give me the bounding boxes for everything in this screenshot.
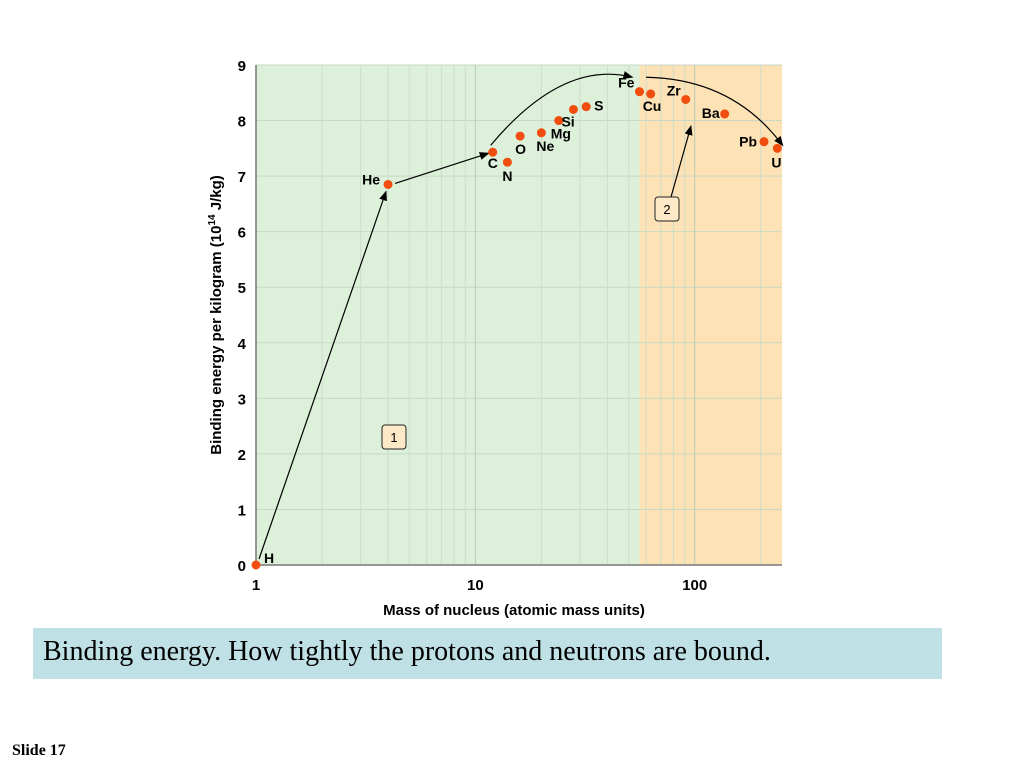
data-point-zr: [681, 94, 691, 104]
region-2-label: 2: [663, 202, 670, 217]
data-point-s: [581, 102, 591, 112]
region-1-background: [256, 65, 640, 565]
y-tick-label: 9: [238, 58, 246, 75]
x-tick-label: 1: [252, 577, 260, 594]
point-label-ba: Ba: [702, 105, 720, 121]
caption-text: Binding energy. How tightly the protons …: [43, 636, 771, 667]
data-point-mg: [554, 116, 564, 126]
y-tick-label: 4: [238, 336, 247, 353]
data-point-si: [568, 104, 578, 114]
y-axis-label: Binding energy per kilogram (1014 J/kg): [207, 175, 225, 455]
region-1-label: 1: [390, 430, 397, 445]
fusion-arrow-h-to-he: [258, 190, 387, 560]
point-label-o: O: [515, 141, 526, 157]
data-point-o: [515, 131, 525, 141]
y-axis-label-exponent: 14: [207, 214, 218, 226]
point-label-n: N: [502, 168, 512, 184]
data-point-fe: [634, 87, 644, 97]
y-tick-label: 5: [238, 280, 246, 297]
fission-arrow-fe-to-u: [646, 76, 784, 147]
y-tick-label: 2: [238, 447, 246, 464]
region-1-label-box: [381, 424, 407, 450]
y-axis-label-unit: J/kg): [208, 175, 225, 214]
region-2-label-box: [654, 196, 680, 222]
point-label-he: He: [362, 171, 380, 187]
data-point-cu: [646, 89, 656, 99]
point-label-fe: Fe: [618, 75, 635, 91]
point-label-pb: Pb: [739, 134, 757, 150]
data-point-n: [502, 157, 512, 167]
y-tick-label: 6: [238, 225, 246, 242]
point-label-h: H: [264, 550, 274, 566]
y-tick-label: 3: [238, 391, 246, 408]
data-point-c: [488, 147, 498, 157]
y-tick-label: 8: [238, 114, 246, 131]
data-point-u: [772, 143, 782, 153]
point-label-c: C: [488, 155, 498, 171]
point-label-si: Si: [561, 113, 574, 129]
point-label-u: U: [771, 154, 781, 170]
point-label-mg: Mg: [551, 126, 571, 142]
y-axis-label-main: Binding energy per kilogram (10: [208, 226, 225, 455]
data-point-pb: [759, 137, 769, 147]
caption-box: Binding energy. How tightly the protons …: [33, 628, 942, 679]
point-label-ne: Ne: [536, 138, 554, 154]
data-point-ne: [536, 128, 546, 138]
x-axis-label: Mass of nucleus (atomic mass units): [383, 602, 645, 619]
y-tick-label: 0: [238, 558, 246, 575]
data-point-he: [383, 179, 393, 189]
data-point-ba: [720, 109, 730, 119]
slide-number: Slide 17: [12, 742, 66, 759]
point-label-zr: Zr: [667, 82, 682, 98]
data-point-h: [251, 560, 261, 570]
point-label-cu: Cu: [643, 98, 662, 114]
y-tick-label: 1: [238, 502, 246, 519]
x-tick-label: 100: [682, 577, 707, 594]
fusion-arrow-he-to-c: [394, 152, 490, 185]
y-tick-label: 7: [238, 169, 246, 186]
region-2-pointer: [670, 125, 693, 198]
point-label-s: S: [594, 98, 603, 114]
region-2-background: [639, 65, 782, 565]
x-tick-label: 10: [467, 577, 484, 594]
fusion-arrow-c-to-fe: [490, 71, 634, 146]
